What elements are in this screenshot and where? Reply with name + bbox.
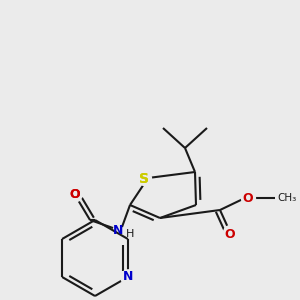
Text: O: O [70, 188, 80, 202]
Text: O: O [70, 188, 80, 202]
Text: S: S [139, 172, 149, 186]
Text: N: N [113, 224, 123, 236]
Text: CH₃: CH₃ [277, 193, 296, 203]
Text: O: O [225, 227, 235, 241]
Text: N: N [123, 271, 133, 284]
Text: S: S [139, 172, 149, 186]
Text: H: H [126, 229, 134, 239]
Text: O: O [243, 191, 253, 205]
